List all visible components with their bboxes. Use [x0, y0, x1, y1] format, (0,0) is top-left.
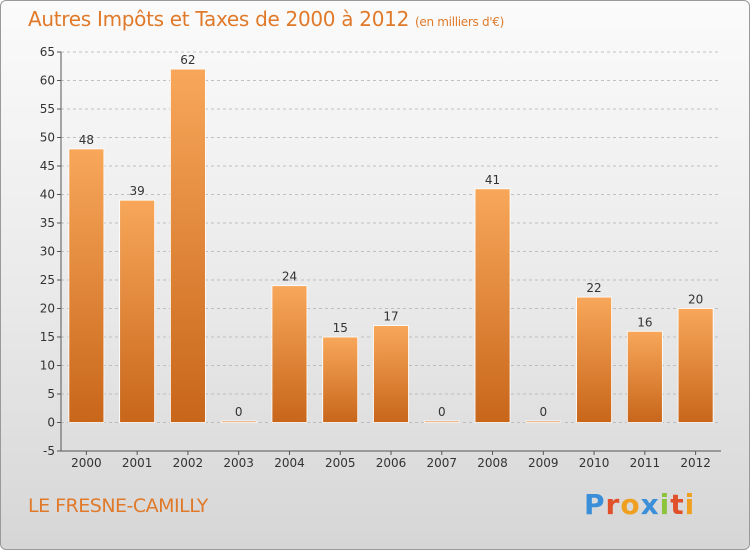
x-tick-label-2010: 2010 [579, 456, 610, 470]
y-tick-label: 0 [47, 416, 55, 430]
data-label-2010: 22 [586, 281, 601, 295]
x-tick-label-2006: 2006 [376, 456, 407, 470]
bar-2010 [576, 296, 612, 423]
bars: 48 39 62 0 24 15 17 0 41 0 22 16 20 [68, 53, 714, 423]
y-tick-label: 60 [40, 74, 55, 88]
bar-2004 [271, 285, 308, 423]
bar-2011 [626, 330, 663, 423]
y-tick-label: 15 [40, 330, 55, 344]
x-tick-label-2002: 2002 [173, 456, 204, 470]
data-label-2000: 48 [79, 133, 94, 147]
x-tick-label-2011: 2011 [630, 456, 661, 470]
y-tick-label: 25 [40, 273, 55, 287]
data-label-2007: 0 [438, 405, 446, 419]
bar-2003 [220, 420, 257, 423]
data-label-2005: 15 [333, 321, 348, 335]
data-label-2002: 62 [180, 53, 195, 67]
bar-2006 [373, 325, 409, 423]
x-axis: 2000 2001 2002 2003 2004 2005 2006 2007 2008 2009… [71, 451, 711, 470]
data-label-2008: 41 [485, 173, 500, 187]
x-tick-label-2000: 2000 [71, 456, 102, 470]
y-tick-label: 30 [40, 245, 55, 259]
logo-letter: x [640, 488, 660, 521]
data-label-2009: 0 [539, 405, 547, 419]
y-tick-label: 55 [40, 102, 55, 116]
x-tick-label-2008: 2008 [477, 456, 508, 470]
logo-letter: r [605, 488, 621, 521]
bar-2002 [170, 68, 206, 423]
chart-title: Autres Impôts et Taxes de 2000 à 2012 (en… [28, 7, 504, 31]
bar-2001 [119, 199, 156, 423]
y-tick-label: -5 [43, 444, 55, 458]
logo-letter: o [620, 488, 641, 521]
y-tick-label: 65 [40, 45, 55, 59]
bar-2005 [322, 336, 359, 423]
y-tick-label: 5 [47, 387, 55, 401]
y-tick-label: 20 [40, 302, 55, 316]
place-name: LE FRESNE-CAMILLY [28, 495, 208, 517]
y-tick-label: 40 [40, 188, 55, 202]
x-tick-label-2005: 2005 [325, 456, 356, 470]
data-label-2004: 24 [282, 270, 297, 284]
x-tick-label-2003: 2003 [223, 456, 254, 470]
x-tick-label-2007: 2007 [426, 456, 457, 470]
data-label-2012: 20 [688, 293, 703, 307]
y-tick-label: 45 [40, 159, 55, 173]
bar-2000 [68, 148, 105, 423]
x-tick-label-2012: 2012 [680, 456, 711, 470]
y-tick-label: 35 [40, 216, 55, 230]
logo-letter: t [670, 488, 685, 521]
logo-letter: i [659, 488, 671, 521]
logo-letter: i [684, 488, 696, 521]
x-tick-label-2001: 2001 [122, 456, 153, 470]
proxiti-logo[interactable]: Proxiti [584, 488, 695, 521]
bar-2007 [423, 420, 460, 423]
x-tick-label-2009: 2009 [528, 456, 559, 470]
chart-subtitle: (en milliers d'€) [415, 15, 505, 29]
y-tick-label: 10 [40, 359, 55, 373]
bar-2008 [474, 188, 511, 423]
data-label-2003: 0 [235, 405, 243, 419]
data-label-2001: 39 [130, 184, 145, 198]
x-tick-label-2004: 2004 [274, 456, 305, 470]
bar-2009 [525, 420, 562, 423]
chart-title-text: Autres Impôts et Taxes de 2000 à 2012 [28, 7, 409, 31]
data-label-2006: 17 [383, 310, 398, 324]
logo-letter: P [584, 488, 606, 521]
bar-2012 [677, 308, 714, 423]
data-label-2011: 16 [637, 315, 652, 329]
y-tick-label: 50 [40, 131, 55, 145]
